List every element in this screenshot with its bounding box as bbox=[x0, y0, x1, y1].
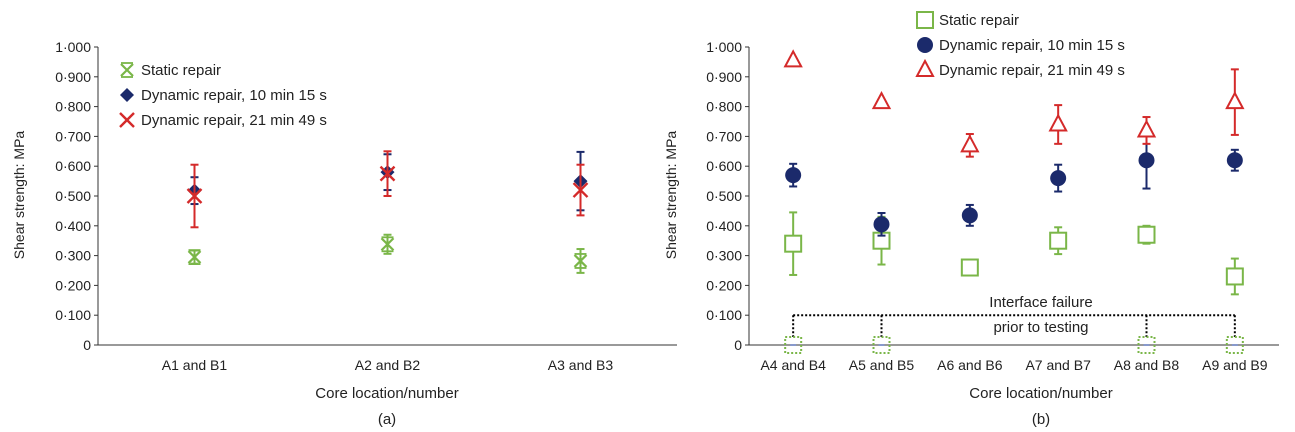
y-tick-label: 0·300 bbox=[706, 248, 742, 264]
panel-b-x-label: Core location/number bbox=[969, 385, 1112, 402]
series-2 bbox=[186, 150, 589, 229]
annotation-line-2: prior to testing bbox=[993, 319, 1088, 336]
x-tick-label: A1 and B1 bbox=[162, 357, 228, 373]
data-point bbox=[961, 207, 978, 224]
y-tick-label: 0·400 bbox=[55, 218, 91, 234]
legend-marker bbox=[915, 58, 935, 77]
legend-label: Dynamic repair, 21 min 49 s bbox=[939, 62, 1125, 79]
legend-marker bbox=[916, 11, 934, 29]
y-tick-label: 0·900 bbox=[706, 69, 742, 85]
legend-label: Static repair bbox=[141, 62, 221, 79]
failed-specimen-marker bbox=[1225, 336, 1244, 354]
panel-b-y-label: Shear strength: MPa bbox=[663, 131, 679, 260]
x-tick-label: A3 and B3 bbox=[548, 357, 614, 373]
annotation-line-1: Interface failure bbox=[989, 294, 1092, 311]
x-tick-label: A9 and B9 bbox=[1202, 357, 1268, 373]
legend-label: Static repair bbox=[939, 12, 1019, 29]
data-point bbox=[1048, 113, 1068, 132]
y-tick-label: 1·000 bbox=[55, 39, 91, 55]
legend-marker bbox=[120, 88, 134, 102]
interface-failure-annotation: Interface failure prior to testing bbox=[784, 294, 1244, 354]
legend-marker bbox=[119, 112, 135, 128]
data-point bbox=[1225, 267, 1244, 286]
y-tick-label: 0·900 bbox=[55, 69, 91, 85]
data-point bbox=[1138, 152, 1155, 169]
data-point bbox=[784, 234, 803, 253]
data-point bbox=[186, 188, 203, 204]
y-tick-label: 0·500 bbox=[706, 188, 742, 204]
y-tick-label: 0·800 bbox=[55, 99, 91, 115]
x-tick-label: A6 and B6 bbox=[937, 357, 1003, 373]
data-point bbox=[960, 134, 980, 153]
data-point bbox=[873, 216, 890, 233]
data-point bbox=[1136, 119, 1157, 138]
y-tick-label: 0·700 bbox=[706, 128, 742, 144]
data-point bbox=[1225, 91, 1245, 110]
y-tick-label: 1·000 bbox=[706, 39, 742, 55]
data-point bbox=[1226, 152, 1243, 169]
y-tick-label: 0 bbox=[734, 337, 742, 353]
data-point bbox=[783, 49, 803, 68]
data-point bbox=[380, 236, 395, 253]
data-point bbox=[379, 165, 396, 182]
series-1 bbox=[785, 130, 1243, 237]
series-0 bbox=[187, 233, 588, 274]
panel-b-legend: Static repair Dynamic repair, 10 min 15 s… bbox=[915, 11, 1125, 79]
legend-label: Dynamic repair, 10 min 15 s bbox=[141, 87, 327, 104]
data-point bbox=[187, 249, 202, 265]
series-2 bbox=[783, 49, 1245, 158]
legend-marker bbox=[917, 37, 933, 53]
data-point bbox=[1137, 225, 1156, 244]
legend-marker bbox=[120, 62, 134, 78]
data-point bbox=[785, 167, 802, 184]
y-tick-label: 0·500 bbox=[55, 188, 91, 204]
data-point bbox=[1049, 231, 1068, 250]
y-tick-label: 0·100 bbox=[706, 307, 742, 323]
y-tick-label: 0·700 bbox=[55, 128, 91, 144]
x-tick-label: A4 and B4 bbox=[760, 357, 826, 373]
panel-a-x-label: Core location/number bbox=[315, 385, 458, 402]
y-tick-label: 0·200 bbox=[55, 277, 91, 293]
panel-a-y-label: Shear strength: MPa bbox=[11, 131, 27, 260]
y-tick-label: 0·600 bbox=[55, 158, 91, 174]
panel-a-legend: Static repair Dynamic repair, 10 min 15 s… bbox=[119, 62, 327, 129]
failed-specimen-marker bbox=[1137, 336, 1156, 354]
y-tick-label: 0·600 bbox=[706, 158, 742, 174]
failed-specimen-marker bbox=[784, 336, 803, 354]
data-point bbox=[871, 91, 892, 110]
data-point bbox=[960, 258, 979, 277]
legend-label: Dynamic repair, 10 min 15 s bbox=[939, 37, 1125, 54]
x-tick-label: A8 and B8 bbox=[1114, 357, 1180, 373]
x-tick-label: A2 and B2 bbox=[355, 357, 421, 373]
y-tick-label: 0·200 bbox=[706, 277, 742, 293]
y-tick-label: 0·800 bbox=[706, 99, 742, 115]
y-tick-label: 0·400 bbox=[706, 218, 742, 234]
series-0 bbox=[784, 211, 1244, 296]
y-tick-label: 0 bbox=[83, 337, 91, 353]
panel-b: 0 0·100 0·200 0·300 0·400 0·500 0·600 0·700 0·80… bbox=[663, 11, 1279, 428]
x-tick-label: A7 and B7 bbox=[1025, 357, 1091, 373]
x-tick-label: A5 and B5 bbox=[849, 357, 915, 373]
data-point bbox=[572, 182, 589, 198]
data-point bbox=[1050, 170, 1067, 187]
failed-specimen-marker bbox=[872, 336, 891, 354]
panel-a: 0 0·100 0·200 0·300 0·400 0·500 0·600 0·700 0·80… bbox=[11, 39, 677, 428]
legend-label: Dynamic repair, 21 min 49 s bbox=[141, 112, 327, 129]
y-tick-label: 0·100 bbox=[55, 307, 91, 323]
panel-a-caption: (a) bbox=[378, 411, 396, 428]
y-tick-label: 0·300 bbox=[55, 248, 91, 264]
data-point bbox=[573, 253, 588, 269]
panel-b-caption: (b) bbox=[1032, 411, 1050, 428]
